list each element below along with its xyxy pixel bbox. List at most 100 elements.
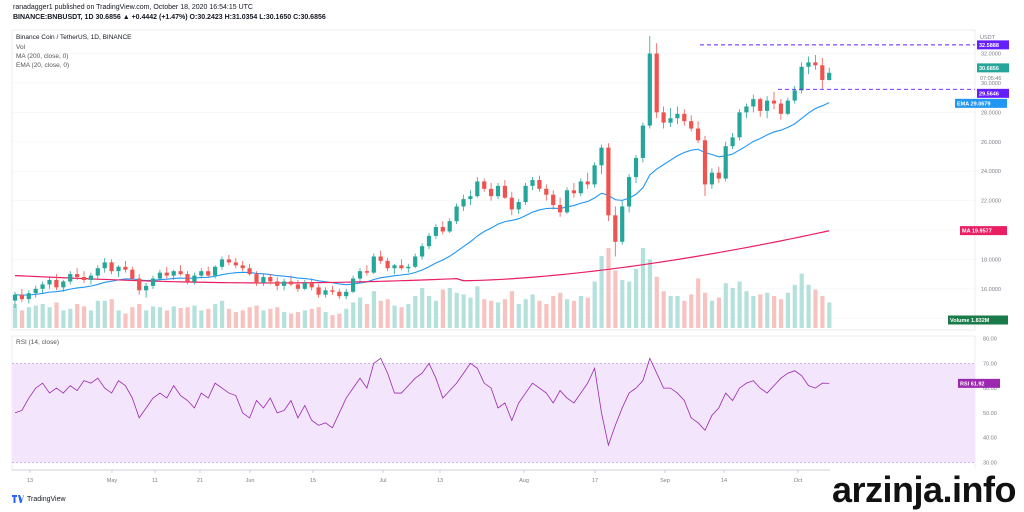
candle-body (81, 277, 87, 280)
ema-badge-text: EMA 29.0679 (957, 101, 990, 107)
volume-bar (254, 305, 259, 328)
volume-bar (171, 306, 176, 328)
candle (219, 256, 225, 270)
candle (461, 194, 466, 211)
candle-body (813, 62, 818, 66)
candle-body (337, 291, 342, 297)
volume-bar (765, 292, 770, 328)
candle (744, 103, 749, 119)
candle (309, 278, 314, 291)
volume-badge-bg (948, 315, 1008, 325)
volume-bar (468, 297, 473, 328)
volume-bar (364, 304, 370, 328)
candle-body (744, 106, 749, 113)
candle (123, 260, 128, 273)
publish-line: ranadagger1 published on TradingView.com… (13, 4, 253, 11)
volume-bar (337, 313, 342, 328)
candle-body (502, 185, 507, 198)
candle (371, 253, 376, 275)
indicator-ema[interactable]: EMA (20, close, 0) (16, 62, 70, 69)
candle (40, 281, 45, 294)
volume-bar (268, 308, 273, 328)
candle-body (778, 103, 783, 114)
volume-bar (806, 284, 811, 328)
volume-bar (26, 307, 31, 328)
resistance-badge-bg (977, 40, 1009, 50)
volume-bar (151, 306, 156, 328)
volume-bar (530, 294, 535, 328)
volume-bar (544, 304, 549, 328)
indicator-rsi[interactable]: RSI (14, close) (16, 339, 59, 346)
candle-body (820, 65, 825, 80)
candle (116, 265, 121, 278)
candle-body (226, 259, 231, 263)
candle (137, 274, 142, 295)
candle (26, 290, 31, 304)
candle (758, 97, 763, 117)
candle-body (751, 99, 756, 107)
candle-body (709, 172, 714, 185)
rsi-badge: RSI 61.92 (958, 378, 1000, 388)
candle-body (675, 113, 680, 119)
volume-badge: Volume 1.832M (948, 315, 1008, 325)
candle-body (440, 227, 445, 232)
candle (633, 155, 639, 183)
volume-bar (627, 281, 632, 328)
candle (19, 288, 24, 303)
volume-bar (47, 307, 52, 328)
candle (268, 274, 273, 285)
volume-bar (247, 307, 252, 328)
candle-body (399, 265, 404, 269)
time-tick: 15 (310, 478, 316, 484)
candle-body (668, 118, 673, 123)
candle (420, 243, 425, 260)
candle (502, 180, 507, 200)
candle (489, 182, 494, 201)
candle-body (737, 112, 742, 138)
candle-body (509, 197, 514, 210)
volume-bar (696, 278, 701, 328)
candle (440, 221, 445, 235)
candle (392, 263, 397, 275)
volume-bar (585, 297, 590, 328)
volume-bar (427, 296, 432, 328)
candle (150, 275, 156, 289)
rsi-badge-text: RSI 61.92 (960, 381, 984, 387)
tradingview-brand: TradingView (27, 495, 66, 503)
candle-body (475, 181, 480, 197)
candle-body (130, 269, 135, 279)
candle-body (654, 53, 659, 113)
volume-bar (489, 300, 494, 328)
volume-bar (330, 315, 335, 328)
candle-body (68, 274, 73, 282)
volume-bar (282, 312, 287, 328)
candle (537, 175, 542, 192)
candle-body (378, 256, 383, 261)
candle-body (357, 271, 363, 279)
candle-body (261, 277, 266, 283)
candle (185, 271, 190, 285)
candle (482, 178, 487, 192)
candle (571, 182, 576, 198)
candle (261, 274, 266, 286)
volume-bar (558, 292, 563, 328)
resistance-badge-text: 32.5888 (979, 43, 999, 49)
candle-body (88, 275, 93, 280)
candle (564, 187, 570, 214)
candle-body (102, 262, 107, 269)
candle (778, 99, 783, 120)
candle (12, 291, 18, 308)
indicator-ma[interactable]: MA (200, close, 0) (16, 53, 69, 60)
ma-badge: MA 19.9577 (960, 226, 1007, 236)
candle (295, 280, 300, 292)
candle-body (157, 272, 162, 279)
volume-bar (40, 304, 45, 328)
tradingview-logo[interactable]: TradingView (12, 495, 66, 503)
volume-bar (723, 283, 728, 328)
time-tick: May (107, 478, 118, 484)
indicator-vol[interactable]: Vol (16, 44, 26, 51)
time-tick: 21 (197, 478, 203, 484)
volume-bar (109, 299, 114, 328)
candle (178, 265, 183, 276)
